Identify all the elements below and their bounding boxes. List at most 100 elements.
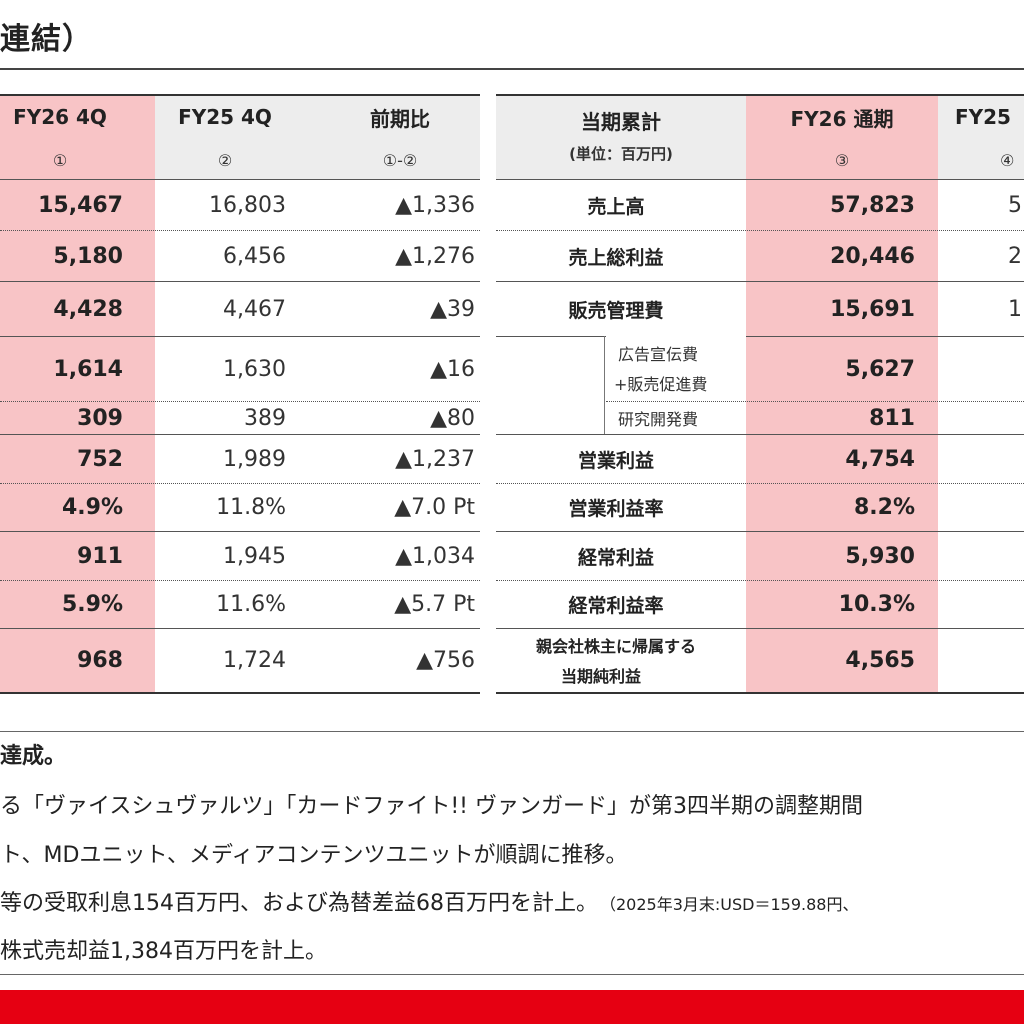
right-cur-value: 5,627	[845, 356, 915, 382]
left-cur-value: 5,180	[53, 243, 123, 269]
right-table-top-rule	[496, 94, 1024, 96]
title-divider	[0, 68, 1024, 70]
left-table-bottom-rule	[0, 692, 480, 694]
left-prev-value: 6,456	[223, 243, 286, 269]
right-header-bottom-rule	[496, 179, 1024, 180]
left-cur-value: 968	[77, 648, 123, 673]
notes-top-rule	[0, 731, 1024, 732]
left-prev-value: 1,630	[223, 356, 286, 382]
left-diff-value: ▲1,034	[395, 543, 475, 569]
row-divider	[496, 580, 1024, 581]
right-header-prev: FY25	[955, 105, 1011, 129]
left-prev-value: 4,467	[223, 296, 286, 322]
left-prev-value: 1,989	[223, 446, 286, 472]
right-cur-value: 57,823	[830, 192, 915, 218]
right-cur-value: 811	[869, 405, 915, 431]
left-prev-value: 16,803	[209, 192, 286, 218]
right-cur-value: 4,565	[845, 648, 915, 673]
left-diff-value: ▲1,276	[395, 243, 475, 269]
left-prev-value: 1,724	[223, 648, 286, 673]
right-row-label: 経常利益	[577, 546, 654, 569]
footer-brand-bar	[0, 990, 1024, 1024]
left-header-cur: FY26 4Q	[13, 105, 107, 129]
note-line: る「ヴァイスシュヴァルツ」「カードファイト!! ヴァンガード」が第3四半期の調整…	[0, 794, 863, 819]
row-divider	[0, 336, 480, 337]
left-diff-value: ▲16	[430, 356, 475, 382]
left-diff-value: ▲1,336	[395, 192, 475, 218]
row-divider	[0, 281, 480, 282]
row-divider	[0, 580, 480, 581]
right-header-prev-bg	[938, 95, 1024, 179]
left-header-prev: FY25 4Q	[178, 105, 272, 129]
right-cur-value: 4,754	[845, 446, 915, 472]
left-header-bg	[155, 95, 480, 179]
row-divider	[746, 336, 1024, 337]
right-sub-label-line2: +販売促進費	[614, 375, 708, 394]
row-divider	[0, 483, 480, 484]
right-row-label: 販売管理費	[568, 299, 664, 322]
right-header-cur: FY26 通期	[790, 106, 894, 131]
right-cur-value: 10.3%	[838, 592, 915, 617]
left-diff-value: ▲7.0 Pt	[394, 495, 475, 520]
row-divider	[0, 401, 480, 402]
left-cur-value: 309	[77, 405, 123, 431]
note-small: （2025年3月末:USD＝159.88円、	[608, 895, 859, 914]
right-row-label: 売上総利益	[568, 246, 664, 269]
row-divider	[496, 483, 1024, 484]
left-prev-value: 11.8%	[216, 495, 286, 520]
note-line: 等の受取利息154百万円、および為替差益68百万円を計上。 （2025年3月末:U…	[0, 885, 858, 917]
left-prev-value: 389	[244, 405, 286, 431]
note-line: 株式売却益1,384百万円を計上。	[0, 939, 327, 964]
right-row-label: 営業利益率	[568, 498, 664, 520]
row-divider	[0, 434, 480, 435]
left-header-prev-sub: ②	[217, 150, 233, 170]
right-sub-label: 研究開発費	[618, 410, 699, 429]
row-divider	[496, 628, 1024, 629]
row-divider	[606, 401, 1024, 402]
left-cur-value: 5.9%	[61, 592, 123, 617]
row-divider	[0, 531, 480, 532]
row-divider	[496, 336, 606, 337]
right-row-label-line1: 親会社株主に帰属する	[535, 637, 696, 656]
right-row-label-line2: 当期純利益	[560, 667, 641, 686]
note-line: 達成。	[0, 744, 67, 769]
left-highlight-column	[0, 95, 155, 693]
right-row-label: 経常利益率	[568, 595, 664, 617]
note-line: ト、MDユニット、メディアコンテンツユニットが順調に推移。	[0, 843, 628, 868]
left-table-top-rule	[0, 94, 480, 96]
right-header-unit: (単位：百万円)	[569, 144, 673, 163]
row-divider	[496, 434, 1024, 435]
left-cur-value: 4.9%	[61, 495, 123, 520]
right-prev-value: 2	[1008, 243, 1022, 269]
row-divider	[496, 531, 1024, 532]
row-divider	[0, 628, 480, 629]
right-header-label-bg	[496, 95, 746, 179]
left-cur-value: 4,428	[53, 296, 123, 322]
left-cur-value: 1,614	[53, 356, 123, 382]
right-cur-value: 15,691	[830, 296, 915, 322]
left-diff-value: ▲1,237	[395, 446, 475, 472]
left-diff-value: ▲756	[416, 648, 475, 673]
right-table-bottom-rule	[496, 692, 1024, 694]
right-header-prev-sub: ④	[1000, 150, 1015, 170]
right-prev-value: 1	[1008, 296, 1022, 322]
left-prev-value: 1,945	[223, 543, 286, 569]
row-divider	[496, 230, 1024, 231]
right-sub-label-line1: 広告宣伝費	[618, 345, 699, 364]
left-header-cur-sub: ①	[52, 150, 68, 170]
notes-bottom-rule	[0, 974, 1024, 975]
left-header-diff: 前期比	[370, 106, 430, 131]
left-header-diff-sub: ①-②	[382, 150, 418, 170]
left-header-bottom-rule	[0, 179, 480, 180]
right-header-label: 当期累計	[581, 109, 661, 134]
left-diff-value: ▲5.7 Pt	[394, 592, 475, 617]
note-text: 等の受取利息154百万円、および為替差益68百万円を計上。	[0, 891, 598, 916]
right-cur-value: 20,446	[830, 243, 915, 269]
right-prev-value: 5	[1008, 192, 1022, 218]
row-divider	[496, 281, 1024, 282]
left-diff-value: ▲39	[430, 296, 475, 322]
left-cur-value: 752	[77, 446, 123, 472]
right-cur-value: 5,930	[845, 543, 915, 569]
right-row-label: 営業利益	[577, 449, 654, 472]
left-prev-value: 11.6%	[216, 592, 286, 617]
